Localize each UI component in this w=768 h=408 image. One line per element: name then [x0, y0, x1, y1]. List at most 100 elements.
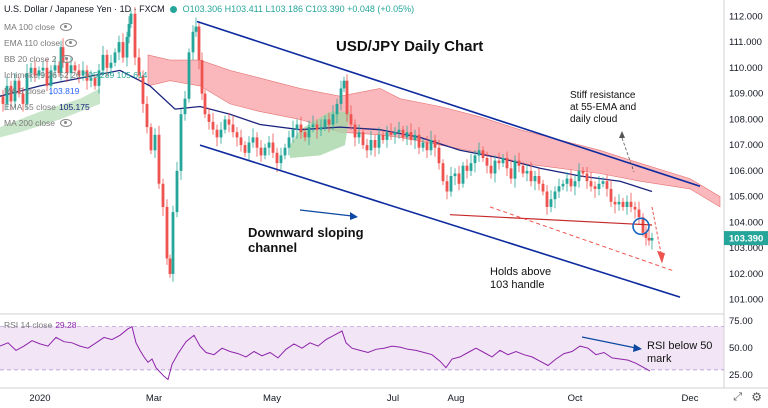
candle-body: [577, 170, 581, 182]
candle-body: [650, 237, 654, 241]
legend-bb20[interactable]: BB 20 close 2: [4, 54, 74, 64]
candle-body: [33, 67, 37, 76]
candle-body: [69, 65, 73, 73]
candle-body: [295, 124, 299, 130]
candle-body: [165, 206, 169, 259]
legend-ichimoku[interactable]: Ichimoku 9 26 52 26 105.289 105.614: [4, 70, 148, 80]
candle-body: [255, 137, 259, 148]
candle-body: [473, 155, 477, 164]
candle-body: [605, 181, 609, 189]
candle-body: [617, 201, 621, 205]
annotation-text: RSI below 50: [647, 340, 712, 352]
candle-body: [13, 80, 17, 102]
legend-ma200[interactable]: MA 200 close: [4, 118, 73, 128]
projection-line: [489, 206, 676, 272]
candle-body: [161, 183, 165, 207]
candle-body: [29, 67, 33, 73]
candle-body: [303, 132, 307, 138]
candle-body: [509, 168, 513, 179]
symbol-title[interactable]: U.S. Dollar / Japanese Yen · 1D · FXCM: [4, 4, 165, 14]
down-arrow-shaft: [651, 206, 663, 259]
price-tick-label: 103.000: [729, 243, 763, 254]
candle-body: [194, 26, 198, 32]
candle-body: [501, 158, 505, 164]
candle-body: [41, 67, 45, 71]
candle-body: [105, 54, 109, 68]
candle-body: [477, 150, 481, 156]
candle-body: [97, 70, 101, 86]
rsi-line: [0, 325, 651, 381]
price-tick-label: 108.000: [729, 114, 763, 125]
annotation-text: Stiff resistance: [570, 90, 636, 101]
legend-ma5[interactable]: MA 5 close 103.819: [4, 86, 80, 96]
legend-ema55[interactable]: EMA 55 close 105.175: [4, 102, 90, 112]
candle-body: [425, 142, 429, 151]
candle-body: [521, 165, 525, 174]
price-tick-label: 111.000: [729, 37, 762, 48]
candle-body: [153, 134, 157, 151]
price-tick-label: 109.000: [729, 89, 763, 100]
candle-body: [369, 140, 373, 151]
candle-body: [183, 98, 187, 115]
price-tick-label: 112.000: [729, 11, 763, 22]
candle-body: [377, 134, 381, 148]
candle-body: [445, 181, 449, 192]
annotation-text: mark: [647, 353, 672, 365]
candle-body: [549, 199, 553, 207]
candle-body: [517, 160, 521, 166]
candle-body: [569, 178, 573, 187]
candle-body: [168, 258, 172, 274]
downward-arrow-head: [350, 212, 358, 220]
candle-body: [259, 147, 263, 156]
legend-ema110[interactable]: EMA 110 close: [4, 38, 78, 48]
eye-icon[interactable]: [60, 119, 73, 127]
candle-body: [461, 165, 465, 184]
candle-body: [49, 70, 53, 86]
candle-body: [171, 212, 175, 274]
candle-body: [157, 134, 161, 184]
time-tick-label: Mar: [146, 393, 162, 404]
candle-body: [505, 158, 509, 169]
gear-icon[interactable]: ⚙: [751, 390, 762, 404]
last-price-label: 103.390: [729, 234, 763, 245]
candle-body: [633, 206, 637, 210]
candle-body: [187, 52, 191, 99]
ichimoku-cloud-bearish: [147, 54, 721, 208]
eye-icon[interactable]: [60, 23, 73, 31]
candle-body: [613, 201, 617, 205]
price-tick-label: 104.000: [729, 217, 763, 228]
candle-body: [53, 65, 57, 71]
candle-body: [389, 132, 393, 135]
candle-body: [200, 60, 204, 94]
eye-icon[interactable]: [65, 39, 78, 47]
candle-body: [137, 57, 141, 76]
candle-body: [235, 132, 239, 138]
candle-body: [73, 65, 77, 71]
eye-icon[interactable]: [61, 55, 74, 63]
candle-body: [621, 201, 625, 207]
auto-scale-icon[interactable]: ⤢: [733, 391, 742, 403]
candle-body: [215, 129, 219, 138]
candle-body: [251, 137, 255, 143]
downward-arrow-shaft: [299, 209, 353, 217]
rsi-band: [0, 326, 724, 370]
candle-body: [307, 127, 311, 138]
candle-body: [409, 132, 413, 140]
candle-body: [211, 121, 215, 130]
legend-ma100[interactable]: MA 100 close: [4, 22, 73, 32]
candle-body: [65, 62, 69, 73]
candle-body: [413, 134, 417, 140]
candle-body: [361, 132, 365, 146]
candle-body: [37, 70, 41, 76]
candle-body: [485, 158, 489, 166]
chart-title: USD/JPY Daily Chart: [336, 38, 483, 55]
candle-body: [541, 183, 545, 192]
rsi-legend[interactable]: RSI 14 close 29.28: [4, 320, 77, 330]
support-line: [449, 214, 653, 226]
candle-body: [179, 114, 183, 171]
candle-body: [17, 80, 21, 94]
candle-body: [441, 163, 445, 182]
annotation-text: Holds above: [490, 266, 551, 278]
candle-body: [349, 114, 353, 125]
